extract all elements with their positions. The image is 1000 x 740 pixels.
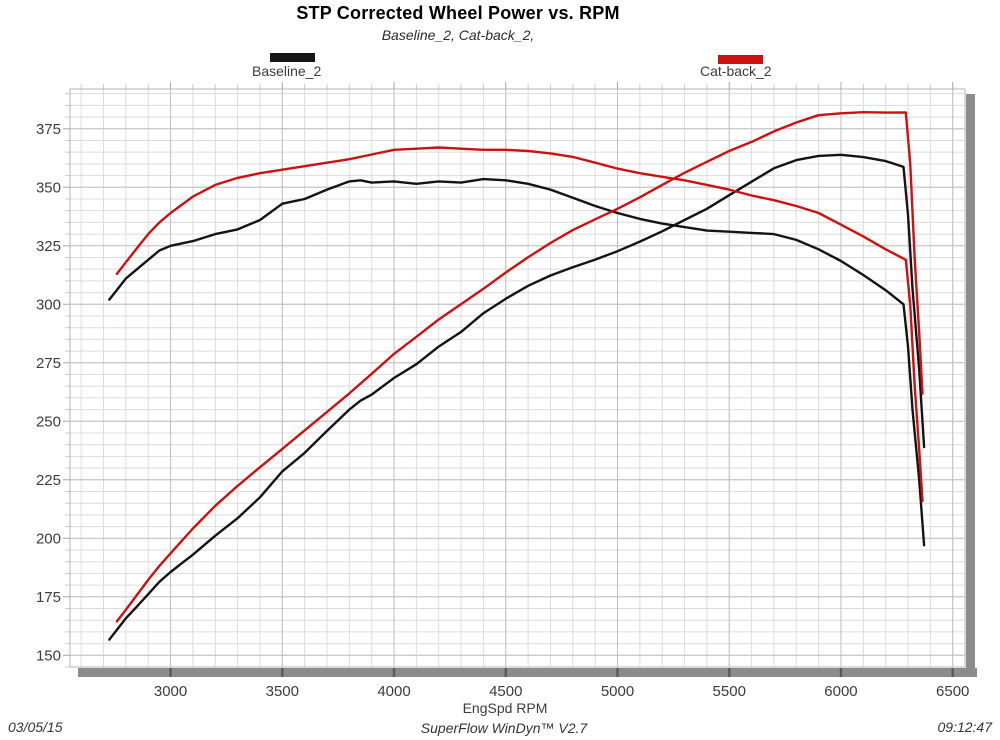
series-baseline_2-power-curve <box>108 153 926 641</box>
axis-tick-stubs <box>63 82 954 668</box>
y-tick-label: 300 <box>36 296 61 313</box>
footer-software-version: SuperFlow WinDyn™ V2.7 <box>420 720 588 736</box>
grid-minor <box>70 89 965 668</box>
x-tick-label: 5000 <box>601 683 634 700</box>
series-cat-back_2-torque-curve <box>115 146 924 503</box>
legend-item-catback: Cat-back_2 <box>700 52 820 82</box>
x-tick-label: 3000 <box>154 683 187 700</box>
x-tick-label: 4000 <box>377 683 410 700</box>
y-tick-label: 250 <box>36 413 61 430</box>
x-tick-label: 3500 <box>266 683 299 700</box>
y-tick-label: 200 <box>36 530 61 547</box>
y-tick-labels: 150 175 200 225 250 275 300 325 350 375 <box>36 121 61 665</box>
x-tick-labels: 3000 3500 4000 4500 5000 5500 6000 6500 <box>154 683 970 700</box>
catback-color-swatch <box>718 55 763 64</box>
series-cat-back_2-power-curve <box>115 110 924 623</box>
y-tick-label: 350 <box>36 179 61 196</box>
x-axis-title: EngSpd RPM <box>462 700 548 716</box>
legend-item-baseline: Baseline_2 <box>252 52 372 82</box>
y-tick-label: 325 <box>36 238 61 255</box>
series-baseline_2-torque-curve <box>108 177 926 547</box>
legend-label-baseline: Baseline_2 <box>252 63 322 79</box>
footer-date: 03/05/15 <box>8 719 63 735</box>
y-tick-label: 375 <box>36 121 61 138</box>
grid-major <box>70 89 965 667</box>
chart-subtitle: Baseline_2, Cat-back_2, <box>381 27 535 43</box>
legend-label-catback: Cat-back_2 <box>700 63 772 79</box>
shadow-bands <box>78 94 977 677</box>
y-tick-label: 275 <box>36 355 61 372</box>
footer-time: 09:12:47 <box>937 719 993 735</box>
page-title: STP Corrected Wheel Power vs. RPM <box>296 3 620 23</box>
y-tick-label: 175 <box>36 589 61 606</box>
plot-border <box>69 88 966 668</box>
y-tick-label: 225 <box>36 472 61 489</box>
x-tick-label: 4500 <box>489 683 522 700</box>
x-tick-label: 6000 <box>824 683 857 700</box>
baseline-color-swatch <box>270 53 315 62</box>
x-tick-label: 5500 <box>713 683 746 700</box>
x-tick-label: 6500 <box>936 683 969 700</box>
y-tick-label: 150 <box>36 647 61 664</box>
